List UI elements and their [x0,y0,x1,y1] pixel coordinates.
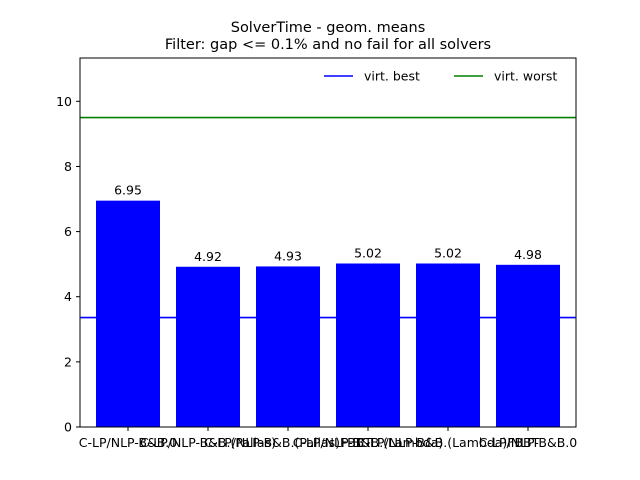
y-tick-label: 4 [64,289,72,304]
plot-frame [79,57,577,428]
bar-value-label: 6.95 [114,183,142,198]
chart-title-line1: SolverTime - geom. means [231,20,426,36]
bar-value-label: 5.02 [354,246,382,261]
bar-value-label: 4.98 [514,247,542,262]
bar [496,264,560,427]
x-tick-label: C-LP/NLP-B&B.(Lambda) [293,435,444,450]
bar-value-label: 4.92 [194,249,222,264]
legend-label: virt. best [364,69,420,84]
y-tick-label: 2 [64,354,72,369]
legend: virt. best virt. worst [324,69,557,84]
y-tick-label: 8 [64,159,72,174]
bar [96,200,160,427]
bar [336,263,400,427]
bar [256,266,320,427]
bar-value-label: 4.93 [274,248,302,263]
x-tick-label: C-LP/NLP-B&B.0 [479,435,577,450]
bar [416,263,480,427]
y-axis: 0 2 4 6 8 10 [56,94,80,435]
chart-title-line2: Filter: gap <= 0.1% and no fail for all … [165,37,491,53]
y-tick-label: 0 [64,420,72,435]
y-tick-label: 10 [56,94,72,109]
x-tick-label: C-LP/NLP-B&B.(Pallas)FBBT [204,435,372,450]
x-tick-label: C-LP/NLP-B&B.(Lambda)FBBT [357,435,540,450]
data-labels-layer: 6.95 4.92 4.93 5.02 5.02 4.98 [114,183,542,264]
x-tick-label: C-LP/NLP-B&B.(Pallas) [140,435,276,450]
reference-lines-layer [80,116,576,319]
x-axis: C-LP/NLP-B&B.0C-LP/NLP-B&B.(Pallas)C-LP/… [79,427,577,450]
legend-label: virt. worst [494,69,557,84]
y-tick-label: 6 [64,224,72,239]
bar [176,266,240,427]
bar-value-label: 5.02 [434,246,462,261]
bars-layer [96,200,560,427]
x-tick-label: C-LP/NLP-B&B.0 [79,435,177,450]
